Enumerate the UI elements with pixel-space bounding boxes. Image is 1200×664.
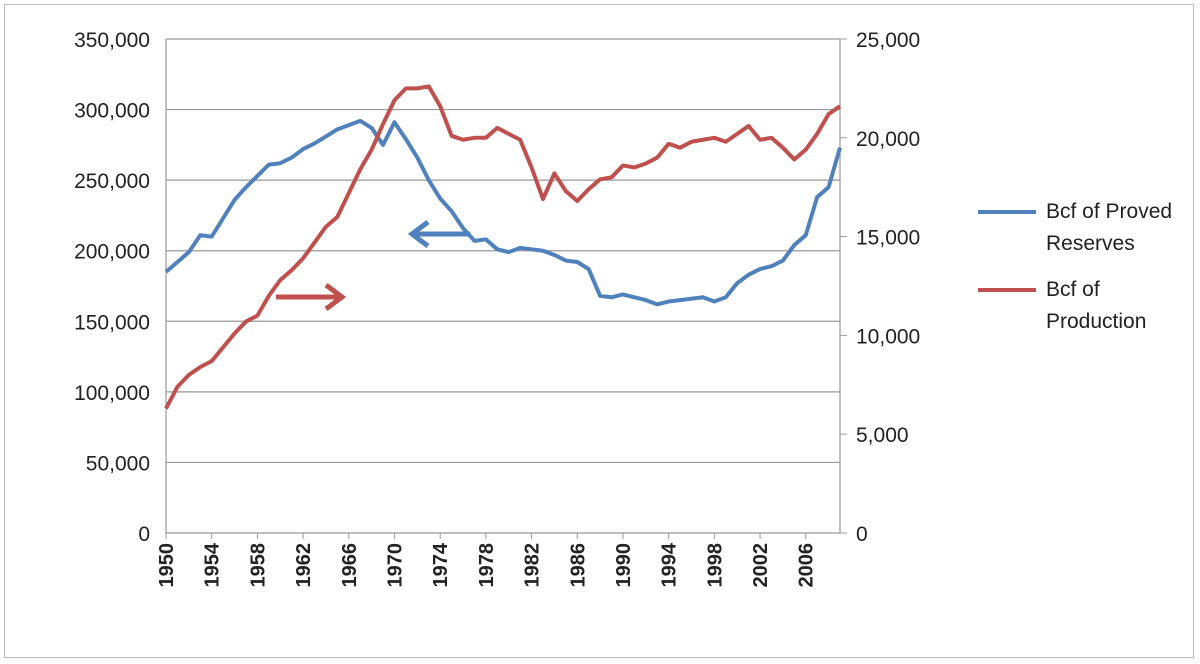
x-tick-label: 1962 <box>293 543 315 588</box>
x-tick-label: 1970 <box>384 543 406 588</box>
x-tick-label: 1982 <box>522 543 544 588</box>
y-tick-label: 250,000 <box>74 170 150 193</box>
x-tick-label: 1974 <box>430 542 452 587</box>
y-tick-label: 150,000 <box>74 311 150 334</box>
y2-tick-label: 15,000 <box>856 227 920 250</box>
x-tick-label: 2006 <box>796 543 818 588</box>
y-tick-label: 0 <box>138 523 150 546</box>
x-tick-label: 1966 <box>339 543 361 588</box>
y-tick-label: 50,000 <box>86 452 150 475</box>
y2-tick-label: 25,000 <box>856 29 920 52</box>
y-tick-label: 350,000 <box>74 29 150 52</box>
chart-frame <box>4 4 1194 658</box>
y2-tick-label: 0 <box>856 523 868 546</box>
x-tick-label: 1990 <box>613 543 635 588</box>
y2-tick-label: 10,000 <box>856 325 920 348</box>
x-tick-label: 1954 <box>202 542 224 587</box>
legend-item: Bcf of Production <box>978 274 1188 338</box>
x-tick-label: 1978 <box>476 543 498 588</box>
y-tick-label: 100,000 <box>74 382 150 405</box>
y2-tick-label: 5,000 <box>856 424 909 447</box>
legend-label: Bcf of Production <box>1046 278 1147 333</box>
legend-item: Bcf of Proved Reserves <box>978 196 1188 260</box>
legend-swatch <box>978 210 1036 214</box>
legend-swatch <box>978 288 1036 292</box>
series-line <box>164 84 842 410</box>
legend: Bcf of Proved Reserves Bcf of Production <box>978 196 1188 352</box>
x-tick-label: 1958 <box>247 543 269 588</box>
x-tick-label: 2002 <box>750 543 772 588</box>
x-tick-label: 1950 <box>156 543 178 588</box>
series-line <box>164 118 842 307</box>
x-tick-label: 1986 <box>567 543 589 588</box>
arrow-right <box>276 283 347 311</box>
x-tick-label: 1998 <box>704 543 726 588</box>
y-tick-label: 200,000 <box>74 241 150 264</box>
legend-label: Bcf of Proved Reserves <box>1046 200 1173 255</box>
y2-tick-label: 20,000 <box>856 128 920 151</box>
arrow-left <box>407 220 470 248</box>
y-tick-label: 300,000 <box>74 100 150 123</box>
x-tick-label: 1994 <box>659 542 681 587</box>
